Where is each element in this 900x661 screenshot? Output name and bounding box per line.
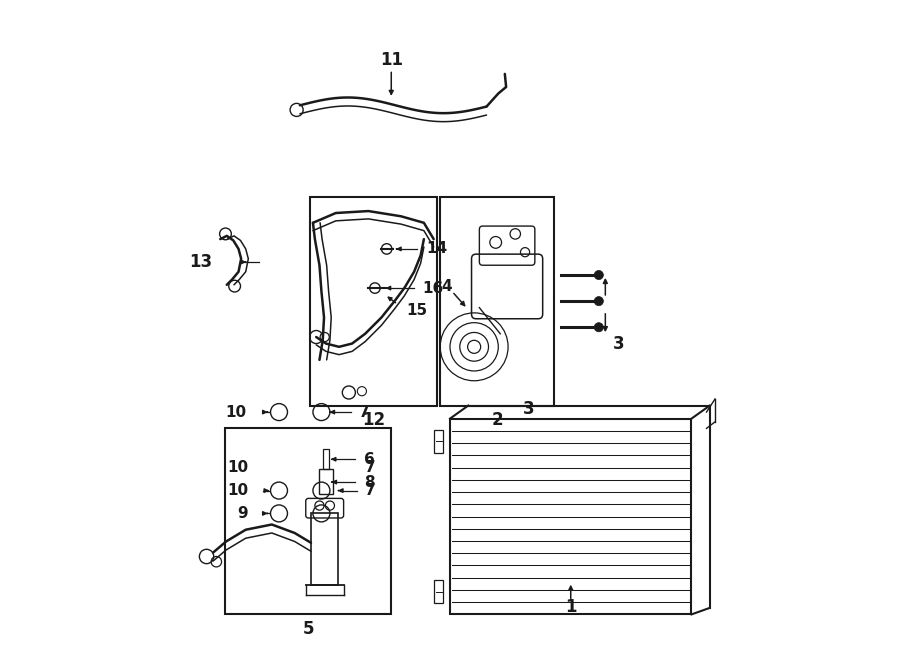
Circle shape <box>594 270 603 280</box>
Text: 10: 10 <box>225 405 247 420</box>
Bar <box>434 580 444 603</box>
Text: 15: 15 <box>406 303 428 319</box>
Text: 1: 1 <box>565 598 577 616</box>
Text: 9: 9 <box>238 506 248 521</box>
Text: 13: 13 <box>189 253 212 271</box>
Bar <box>323 449 329 469</box>
Bar <box>310 197 436 406</box>
Text: 14: 14 <box>426 241 447 256</box>
Text: 8: 8 <box>364 475 374 490</box>
Text: 7: 7 <box>365 483 376 498</box>
Text: 3: 3 <box>613 334 625 352</box>
Text: 10: 10 <box>227 460 248 475</box>
Circle shape <box>594 323 603 332</box>
Bar <box>311 514 338 585</box>
Text: 7: 7 <box>359 405 370 420</box>
Text: 2: 2 <box>491 411 503 429</box>
Text: 16: 16 <box>423 280 444 295</box>
Bar <box>225 428 392 615</box>
Text: 3: 3 <box>523 400 534 418</box>
Text: 10: 10 <box>227 483 248 498</box>
Text: 7: 7 <box>365 460 376 475</box>
Text: 12: 12 <box>362 411 385 429</box>
Text: 11: 11 <box>380 51 403 69</box>
Bar <box>320 469 332 494</box>
Text: 4: 4 <box>441 279 452 294</box>
Text: 6: 6 <box>364 451 374 467</box>
Bar <box>440 197 554 406</box>
Circle shape <box>594 297 603 305</box>
Bar <box>434 430 444 453</box>
Text: 5: 5 <box>302 620 314 638</box>
